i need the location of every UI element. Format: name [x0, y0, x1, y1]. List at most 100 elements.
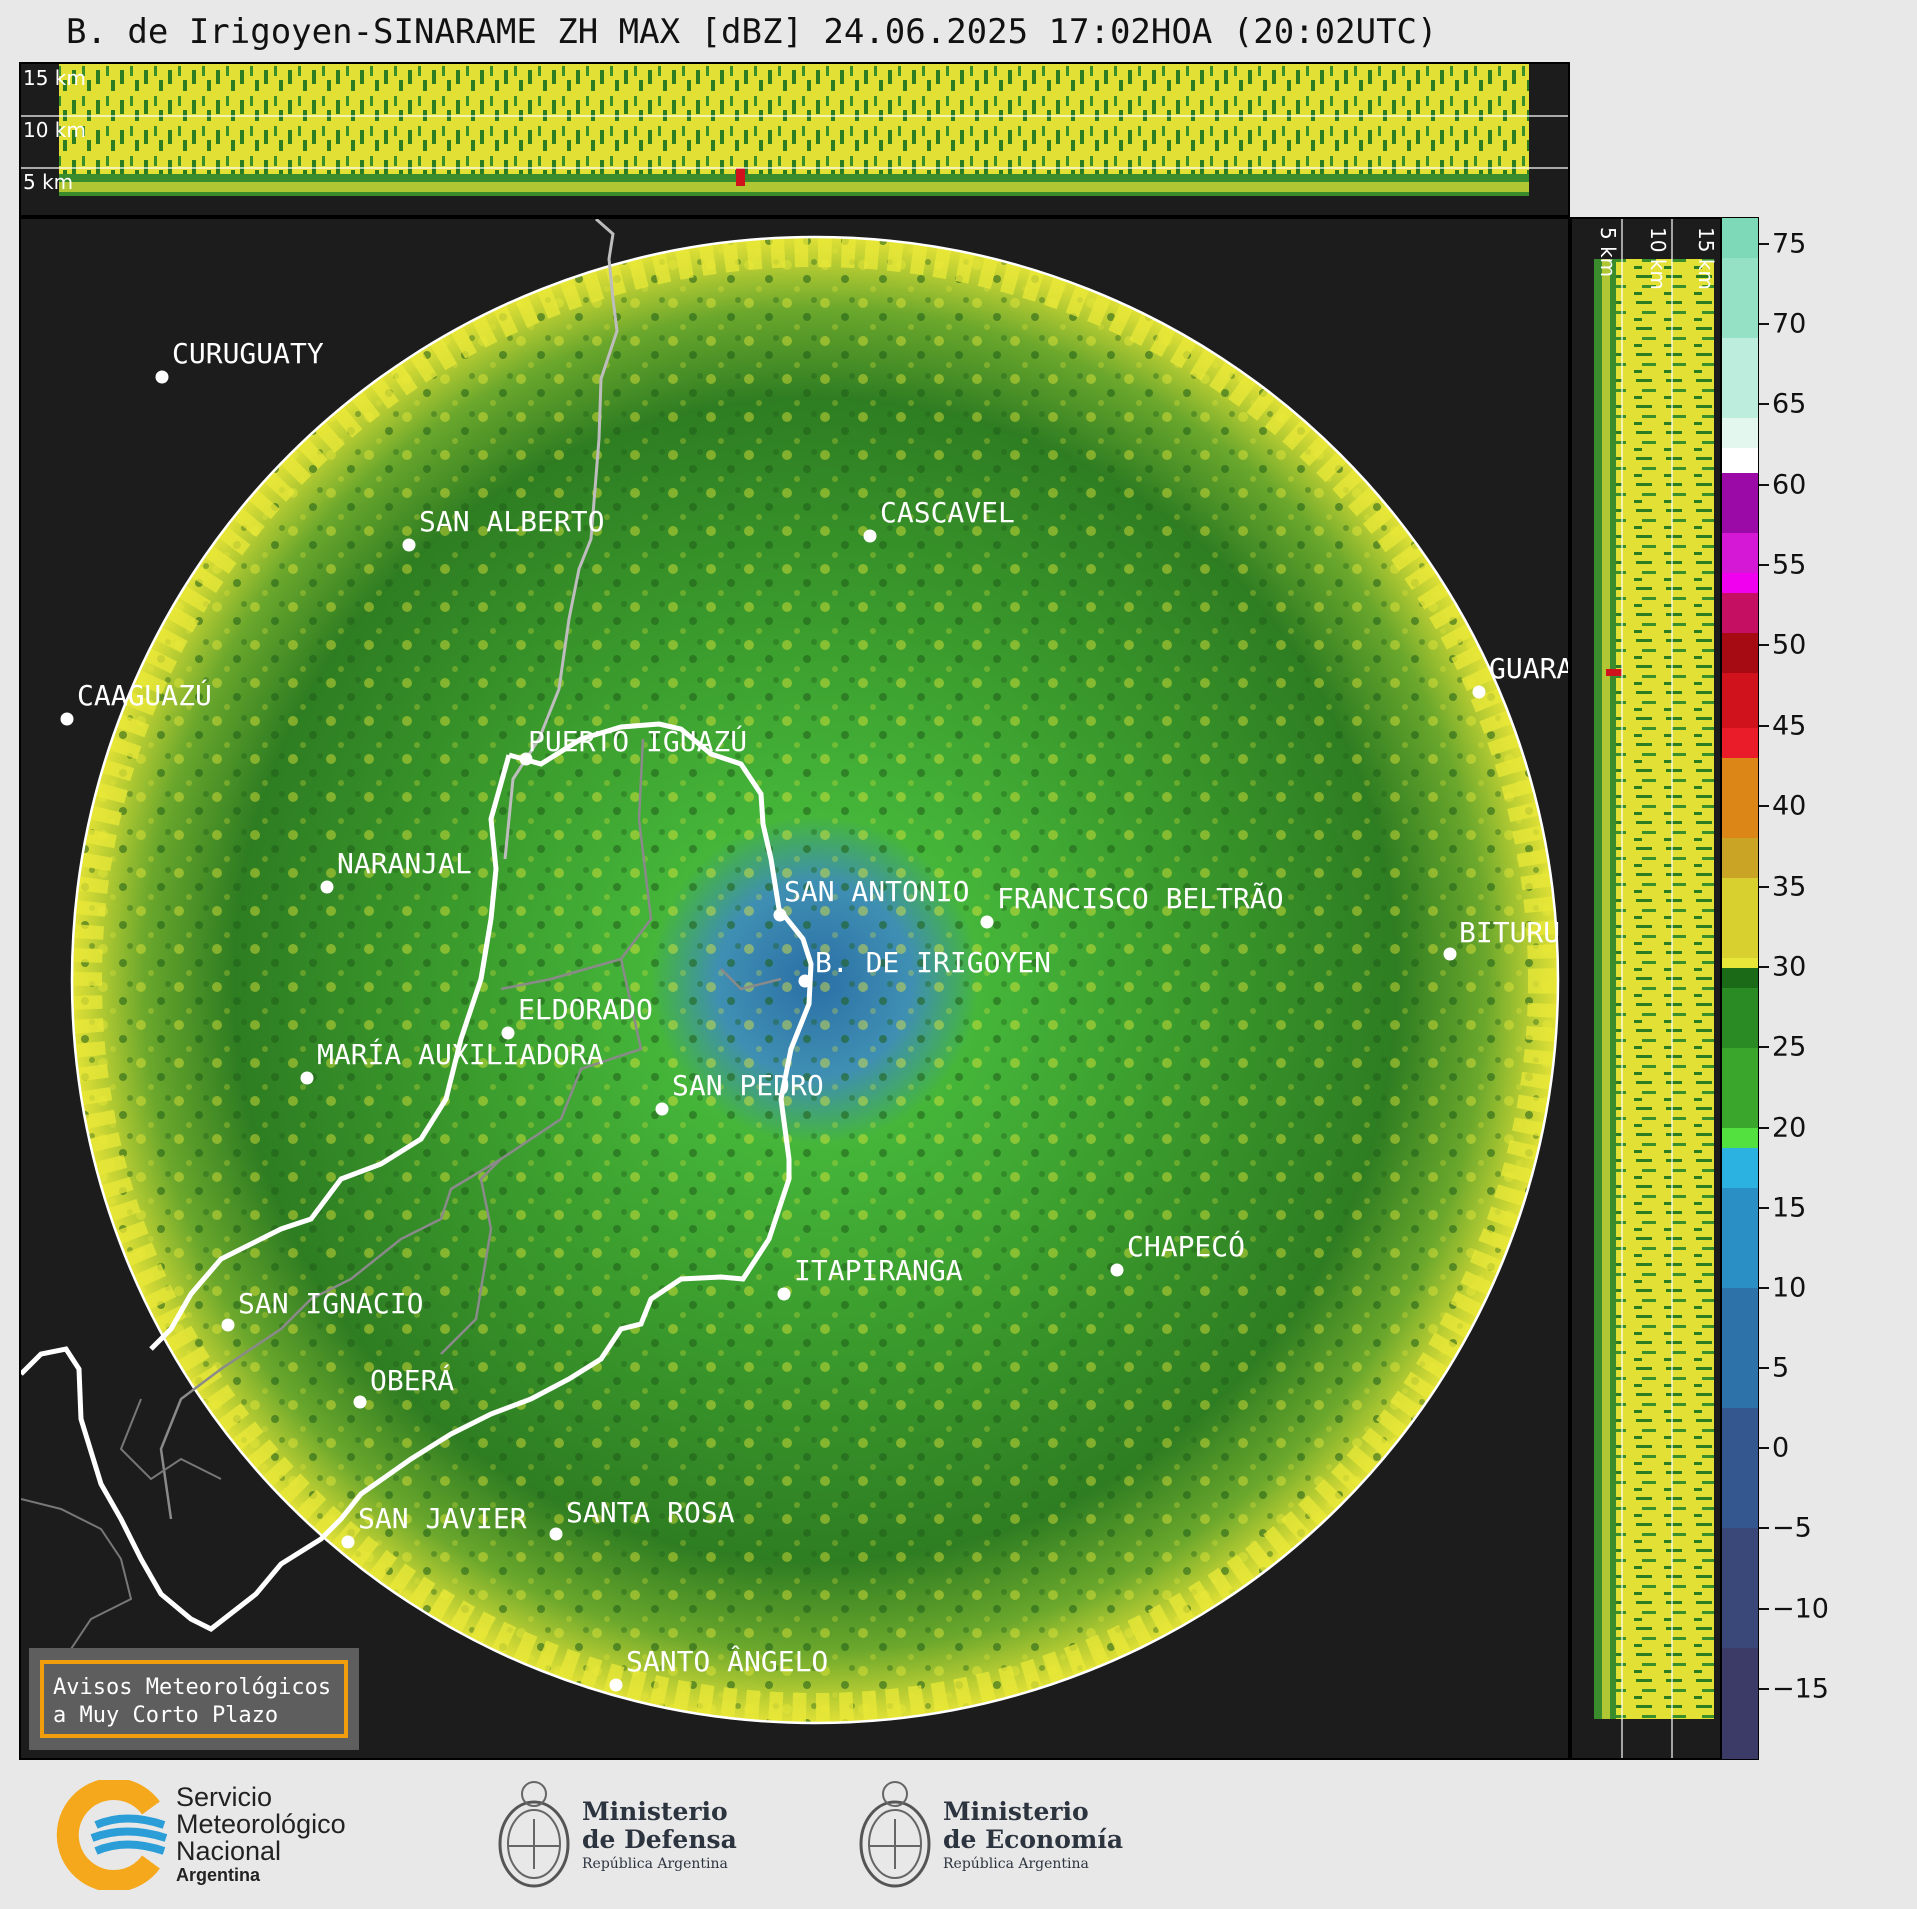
colorbar-tick: [1759, 886, 1769, 888]
radar-map-panel: CURUGUATY SAN ALBERTO CASCAVEL CAAGUAZÚ …: [19, 217, 1570, 1760]
top-altitude-label-5: 5 km: [23, 170, 74, 194]
city-label: SAN ANTONIO: [784, 875, 970, 908]
smn-logo-line-1: Servicio: [176, 1782, 273, 1812]
notice-line-2: a Muy Corto Plazo: [53, 1703, 279, 1728]
colorbar-label: 35: [1772, 871, 1807, 903]
colorbar-label: −15: [1772, 1673, 1829, 1705]
top-altitude-label-15: 15 km: [23, 66, 86, 90]
top-cross-section-panel: 15 km 10 km 5 km: [19, 62, 1570, 217]
city-label: MARÍA AUXILIADORA: [317, 1038, 604, 1071]
argentina-coat-of-arms-icon: [859, 1781, 931, 1888]
colorbar-tick: [1759, 1127, 1769, 1129]
city-label: CHAPECÓ: [1127, 1230, 1246, 1263]
city-marker: [777, 1287, 791, 1301]
city-label: CASCAVEL: [880, 496, 1015, 529]
colorbar-label: 0: [1772, 1432, 1790, 1464]
city-label: PUERTO IGUAZÚ: [528, 725, 748, 758]
city-marker: [300, 1071, 314, 1085]
colorbar-tick: [1759, 243, 1769, 245]
city-marker: [798, 974, 812, 988]
colorbar-tick: [1759, 1527, 1769, 1529]
side-altitude-label-15: 15 km: [1694, 227, 1718, 290]
notice-border: Avisos Meteorológicos a Muy Corto Plazo: [40, 1660, 348, 1738]
defensa-logo-line-1: Ministerio: [582, 1797, 728, 1826]
city-label: B. DE IRIGOYEN: [815, 946, 1052, 979]
colorbar-label: 45: [1772, 710, 1807, 742]
city-marker: [773, 908, 787, 922]
city-marker: [1110, 1263, 1124, 1277]
smn-logo-icon: [56, 1780, 168, 1890]
dbz-colorbar: [1721, 217, 1759, 1760]
colorbar-tick: [1759, 564, 1769, 566]
colorbar-tick: [1759, 403, 1769, 405]
city-label: ITAPIRANGA: [794, 1254, 963, 1287]
city-marker: [501, 1026, 515, 1040]
colorbar-tick: [1759, 725, 1769, 727]
colorbar-tick: [1759, 1287, 1769, 1289]
economia-logo: Ministerio de Economía República Argenti…: [855, 1770, 1135, 1900]
side-altitude-label-5: 5 km: [1596, 227, 1620, 278]
city-label: SANTA ROSA: [566, 1496, 735, 1529]
colorbar-tick: [1759, 323, 1769, 325]
city-marker: [341, 1535, 355, 1549]
radar-title: B. de Irigoyen-SINARAME ZH MAX [dBZ] 24.…: [66, 12, 1438, 52]
city-label: SAN JAVIER: [358, 1502, 527, 1535]
notice-box: Avisos Meteorológicos a Muy Corto Plazo: [29, 1648, 359, 1750]
city-marker: [221, 1318, 235, 1332]
colorbar-label: 25: [1772, 1031, 1807, 1063]
defensa-logo-line-2: de Defensa: [582, 1825, 737, 1854]
economia-logo-line-3: República Argentina: [943, 1856, 1089, 1872]
colorbar-label: 50: [1772, 629, 1807, 661]
city-marker: [402, 538, 416, 552]
smn-logo-line-3: Nacional: [176, 1836, 282, 1866]
colorbar-label: 30: [1772, 951, 1807, 983]
colorbar-tick: [1759, 484, 1769, 486]
argentina-coat-of-arms-icon: [498, 1781, 570, 1888]
city-marker: [519, 752, 533, 766]
top-cross-section-image: [21, 64, 1568, 196]
colorbar-tick: [1759, 966, 1769, 968]
colorbar-label: −5: [1772, 1512, 1812, 1544]
colorbar-tick: [1759, 1046, 1769, 1048]
city-label: SAN IGNACIO: [238, 1287, 424, 1320]
smn-logo-line-4: Argentina: [176, 1865, 261, 1885]
city-label: SAN ALBERTO: [419, 505, 605, 538]
city-label: GUARA: [1489, 652, 1570, 685]
economia-logo-line-2: de Economía: [943, 1825, 1124, 1854]
side-altitude-label-10: 10 km: [1646, 227, 1670, 290]
colorbar-label: 60: [1772, 469, 1807, 501]
city-marker: [549, 1527, 563, 1541]
colorbar-label: 5: [1772, 1352, 1790, 1384]
colorbar-label: 10: [1772, 1272, 1807, 1304]
colorbar-label: 55: [1772, 549, 1807, 581]
city-label: ELDORADO: [518, 993, 653, 1026]
smn-logo-line-2: Meteorológico: [176, 1809, 346, 1839]
notice-line-1: Avisos Meteorológicos: [53, 1675, 332, 1700]
city-label: BITURU: [1459, 916, 1561, 949]
city-marker: [609, 1678, 623, 1692]
city-marker: [155, 370, 169, 384]
colorbar-label: 65: [1772, 388, 1807, 420]
colorbar-tick: [1759, 1207, 1769, 1209]
city-label: SAN PEDRO: [672, 1069, 824, 1102]
city-marker: [980, 915, 994, 929]
colorbar-label: 75: [1772, 228, 1807, 260]
colorbar-tick: [1759, 1608, 1769, 1610]
city-label: CAAGUAZÚ: [77, 679, 212, 712]
city-marker: [863, 529, 877, 543]
colorbar-label: 70: [1772, 308, 1807, 340]
colorbar-tick: [1759, 1367, 1769, 1369]
city-label: OBERÁ: [370, 1364, 455, 1397]
city-label: SANTO ÂNGELO: [626, 1645, 829, 1678]
colorbar-label: 20: [1772, 1112, 1807, 1144]
city-marker: [60, 712, 74, 726]
dbz-colorbar-gradient: [1722, 218, 1758, 1759]
city-marker: [1472, 685, 1486, 699]
colorbar-label: 40: [1772, 790, 1807, 822]
city-label: FRANCISCO BELTRÃO: [997, 882, 1284, 915]
city-marker: [655, 1102, 669, 1116]
colorbar-tick: [1759, 805, 1769, 807]
radar-ppi-image: [21, 219, 1560, 1725]
colorbar-label: 15: [1772, 1192, 1807, 1224]
city-label: NARANJAL: [337, 847, 472, 880]
